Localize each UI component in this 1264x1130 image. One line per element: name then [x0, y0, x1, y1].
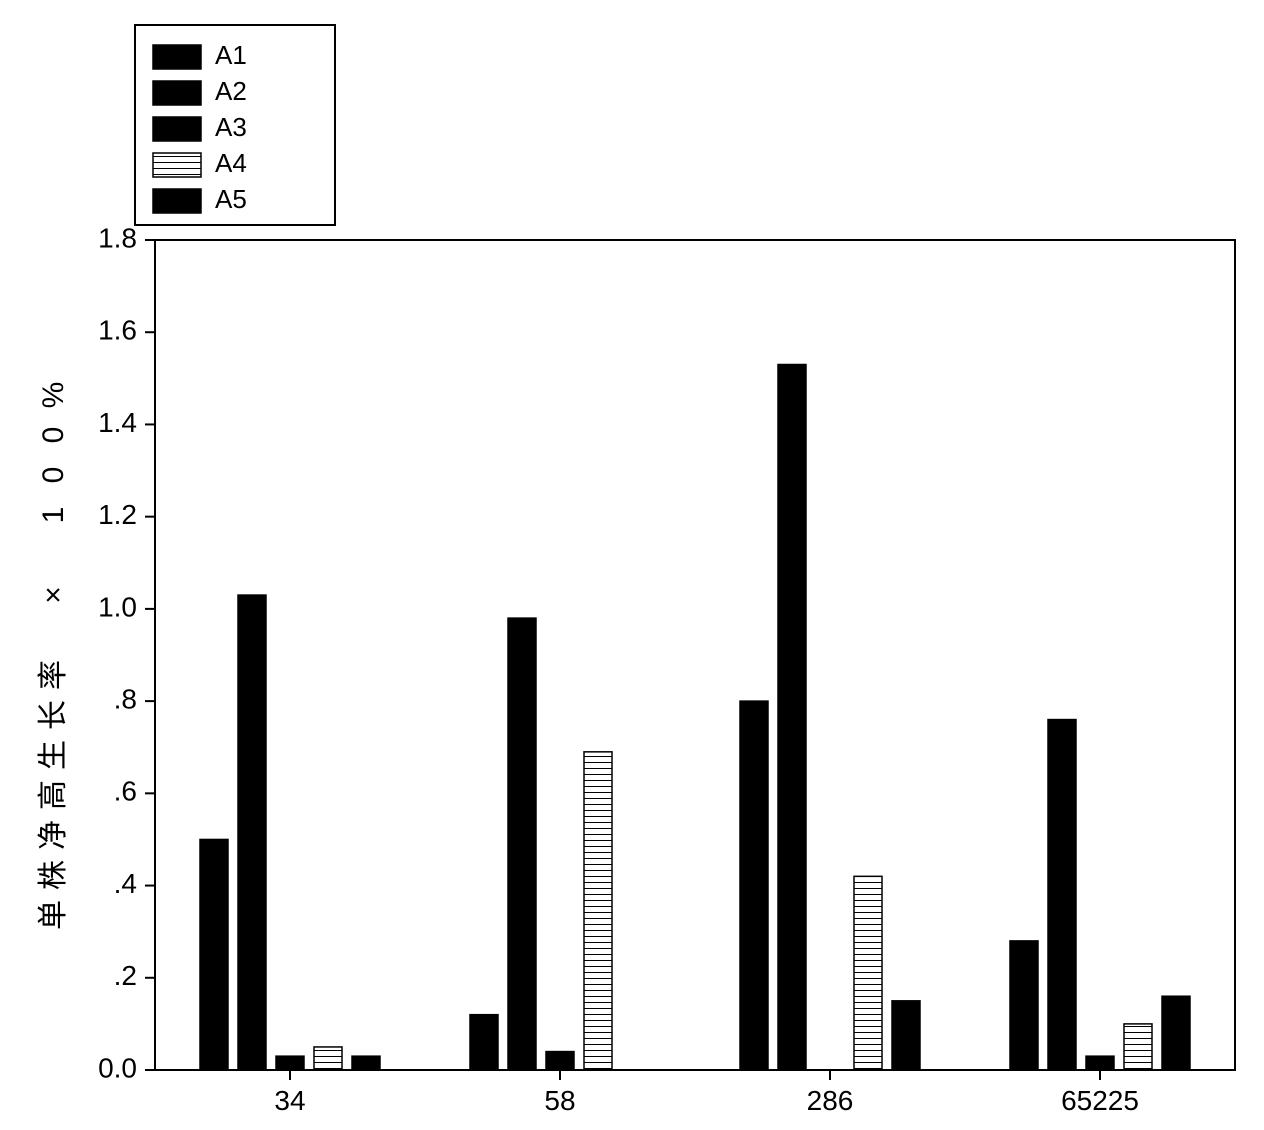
- y-tick-label: 1.0: [98, 591, 137, 622]
- legend-swatch: [153, 153, 201, 177]
- svg-text:%: %: [37, 382, 70, 409]
- svg-text:生: 生: [37, 740, 70, 770]
- svg-text:0: 0: [37, 427, 70, 444]
- legend-label: A5: [215, 184, 247, 214]
- bar: [1086, 1056, 1114, 1070]
- bar: [1010, 941, 1038, 1070]
- bar: [200, 839, 228, 1070]
- y-tick-label: 0.0: [98, 1052, 137, 1083]
- bar: [892, 1001, 920, 1070]
- y-tick-label: .2: [114, 960, 137, 991]
- legend-swatch: [153, 81, 201, 105]
- bar-chart: 0.0 .2 .4 .6 .8 1.0 1.2 1.4 1.6 1.8 单株净高生长率 × 1 0 0%…: [0, 0, 1264, 1130]
- y-tick-label: 1.8: [98, 222, 137, 253]
- x-tick-label: 58: [544, 1085, 575, 1116]
- bar: [778, 365, 806, 1071]
- bar: [508, 618, 536, 1070]
- y-tick-label: 1.4: [98, 407, 137, 438]
- y-tick-label: 1.2: [98, 499, 137, 530]
- bar: [1048, 720, 1076, 1070]
- bar: [470, 1015, 498, 1070]
- svg-text:净: 净: [37, 820, 70, 850]
- y-tick-label: .8: [114, 684, 137, 715]
- svg-text:率: 率: [37, 660, 70, 690]
- bar: [740, 701, 768, 1070]
- bar: [546, 1052, 574, 1070]
- legend-swatch: [153, 189, 201, 213]
- legend-label: A3: [215, 112, 247, 142]
- svg-text:单: 单: [37, 900, 70, 930]
- y-tick-label: .6: [114, 776, 137, 807]
- bar: [314, 1047, 342, 1070]
- svg-text:长: 长: [37, 700, 70, 730]
- bar: [352, 1056, 380, 1070]
- bar: [238, 595, 266, 1070]
- svg-text:株: 株: [37, 860, 70, 890]
- svg-text:1: 1: [37, 507, 70, 524]
- x-tick-label: 286: [807, 1085, 854, 1116]
- bar: [584, 752, 612, 1070]
- legend-label: A1: [215, 40, 247, 70]
- svg-text:×: ×: [37, 586, 70, 604]
- x-tick-label: 34: [274, 1085, 305, 1116]
- bar: [276, 1056, 304, 1070]
- bar: [1162, 996, 1190, 1070]
- legend-swatch: [153, 45, 201, 69]
- legend-swatch: [153, 117, 201, 141]
- legend-label: A2: [215, 76, 247, 106]
- chart-root: 0.0 .2 .4 .6 .8 1.0 1.2 1.4 1.6 1.8 单株净高生长率 × 1 0 0%…: [0, 0, 1264, 1130]
- x-tick-label: 65225: [1061, 1085, 1139, 1116]
- svg-text:高: 高: [37, 780, 70, 810]
- y-tick-label: .4: [114, 868, 137, 899]
- bar: [854, 876, 882, 1070]
- y-tick-label: 1.6: [98, 315, 137, 346]
- bar: [1124, 1024, 1152, 1070]
- svg-text:0: 0: [37, 467, 70, 484]
- legend-label: A4: [215, 148, 247, 178]
